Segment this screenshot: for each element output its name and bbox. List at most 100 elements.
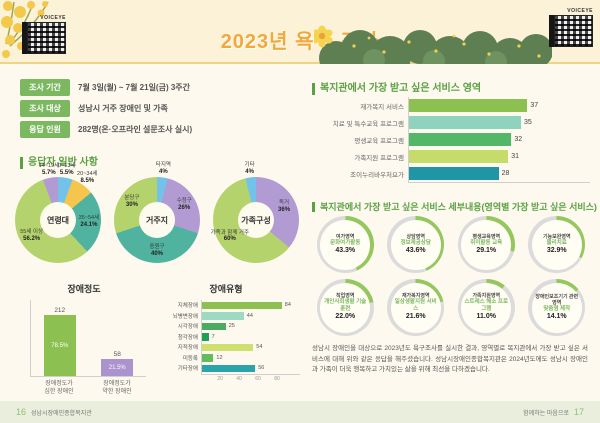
bar-track: 44: [201, 310, 300, 321]
bar: [409, 167, 499, 180]
section-respondent-title: 응답자 일반 사항: [20, 157, 98, 169]
service-gauge: 여가영역 문화여가활동 43.3%: [316, 216, 374, 273]
bar-track: 54: [201, 342, 300, 353]
service-area-label: 재가복지영역: [401, 293, 430, 300]
bar-value: 54: [256, 344, 263, 351]
bar: 78.5%: [43, 315, 76, 376]
donut-segment-label: 기타 4%: [244, 162, 255, 176]
bar-row: 시각장애 25: [152, 321, 300, 332]
bar-category-label: 뇌병변장애: [172, 313, 198, 320]
service-gauge: 평생교육영역 취미활동 교육 29.1%: [457, 216, 515, 273]
footer-text-left: 성남시장애인종합복지관: [31, 410, 92, 417]
service-gauge: 재가복지영역 일상생활지원 서비스 21.6%: [387, 279, 445, 336]
bar-row: 치료 및 특수교육 프로그램 35: [312, 114, 590, 131]
service-percent: 11.0%: [476, 313, 496, 321]
survey-info: 조사 기간 7월 3일(월) ~ 7월 21일(금) 3주간 조사 대상 성남시…: [20, 77, 192, 140]
section-service-area-title: 복지관에서 가장 받고 싶은 서비스 영역: [312, 83, 600, 95]
bar-percent-label: 21.5%: [108, 364, 126, 371]
donut-segment-label: 35~54세 24.1%: [78, 214, 100, 228]
qr-pattern: [27, 22, 66, 54]
bar-value: 212: [54, 307, 66, 315]
donut-center-label: 연령대: [40, 202, 76, 238]
bar-value: 37: [530, 102, 539, 109]
service-area-label: 기능보완영역: [542, 233, 571, 240]
bar-value: 25: [228, 323, 235, 330]
bar: [409, 116, 521, 129]
service-percent: 32.9%: [546, 247, 567, 255]
service-gauge-content: 직업영역 개인사회생활 기술훈련 22.0%: [320, 282, 371, 333]
donut-charts: 연령대 0~13세 5.5% 20~34세 8.5% 35~54세 24.1% 55세 이상…: [12, 162, 302, 266]
service-percent: 43.3%: [335, 247, 356, 255]
section-service-detail-title: 복지관에서 가장 받고 싶은 서비스 세부내용(영역별 가장 받고 싶은 서비스…: [312, 202, 600, 213]
bar-percent-label: 78.5%: [51, 342, 69, 349]
bar: [202, 333, 209, 341]
donut-chart-age: 연령대 0~13세 5.5% 20~34세 8.5% 35~54세 24.1% 55세 이상…: [12, 163, 104, 266]
donut-segment-label: 중원구 40%: [149, 243, 165, 257]
info-badge: 조사 대상: [20, 100, 70, 117]
donut-segment-label: 20~34세 8.5%: [77, 171, 98, 184]
bar-category-label: 가족지원 프로그램: [354, 154, 404, 162]
x-axis: 20 40 60 80: [201, 373, 300, 384]
bar-value: 7: [211, 333, 215, 340]
bar-row: 지적장애 54: [152, 342, 300, 353]
page-number-right: 17: [573, 407, 584, 417]
x-axis: [408, 182, 590, 192]
service-gauge: 상담영역 정보제공상담 43.6%: [387, 216, 445, 273]
qr-side-strip: [549, 15, 554, 47]
service-name-label: 물리치료: [546, 239, 567, 246]
service-name-label: 개인사회생활 기술훈련: [324, 299, 367, 312]
category-labels: 장애정도가 심한 장애인 장애정도가 약한 장애인: [30, 380, 146, 396]
chart-title: 장애정도: [67, 284, 101, 294]
service-gauge-content: 기능보완영역 물리치료 32.9%: [531, 219, 582, 270]
voiceye-qr-code-left: VOICEYE: [22, 15, 66, 54]
donut-segment-label: 타지역 4%: [155, 162, 171, 176]
service-gauge-content: 상담영역 정보제공상담 43.6%: [390, 219, 441, 270]
service-name-label: 문화여가활동: [330, 239, 361, 246]
donut-segment-label: 독거 36%: [278, 199, 291, 213]
page-footer: 16 성남시장애인종합복지관 함께하는 마음으로 17: [0, 401, 600, 423]
x-tick-label: 40: [236, 375, 242, 382]
bar-category-label: 지체장애: [177, 303, 198, 310]
service-gauge-content: 장애인보조기기 관련영역 맞춤형 제작 14.1%: [531, 282, 582, 333]
chart-title: 장애유형: [209, 284, 243, 294]
bar-track: 31: [408, 148, 590, 165]
donut-segment-label: 14~19세 5.7%: [38, 162, 60, 176]
service-percent: 29.1%: [476, 247, 497, 255]
bar-category-label: 시각장애: [177, 324, 198, 331]
info-row-period: 조사 기간 7월 3일(월) ~ 7월 21일(금) 3주간: [20, 77, 192, 98]
service-area-label: 직업영역: [336, 293, 355, 300]
bar-row: 뇌병변장애 44: [152, 310, 300, 321]
bar-track: 7: [201, 331, 300, 342]
voiceye-label: VOICEYE: [40, 15, 66, 21]
voiceye-label: VOICEYE: [567, 8, 593, 14]
plot-area: 212 78.5% 58 21.5%: [30, 300, 146, 377]
service-detail-gauges: 여가영역 문화여가활동 43.3% 상담영역 정보제공상담 43.6% 평생교육영역 취미활동…: [310, 216, 592, 336]
service-gauge-content: 여가영역 문화여가활동 43.3%: [320, 219, 371, 270]
bar: [202, 343, 254, 351]
bar-value: 31: [511, 153, 519, 160]
summary-paragraph: 성남시 장애인을 대상으로 2023년도 욕구조사를 실시한 결과, 영역별로 …: [312, 345, 588, 374]
service-gauge: 직업영역 개인사회생활 기술훈련 22.0%: [316, 279, 374, 336]
header-banner: VOICEYE 2023년 욕구 조사: [0, 0, 600, 64]
qr-pattern: [554, 15, 593, 47]
info-badge: 조사 기간: [20, 79, 70, 96]
bar: 21.5%: [101, 359, 134, 376]
donut-chart-residence: 거주지 타지역 4% 수정구 26% 중원구 40% 분당구 30%: [111, 162, 203, 266]
service-name-label: 스트레스 해소 프로그램: [464, 299, 509, 312]
service-area-bar-chart: 재가복지 서비스 37 치료 및 특수교육 프로그램 35 평생교육 프로그램 32 가족지…: [312, 97, 590, 192]
service-area-label: 상담영역: [406, 233, 425, 240]
bar-track: 84: [201, 300, 300, 311]
bar-category-label: 지적장애: [177, 345, 198, 352]
service-percent: 22.0%: [335, 313, 356, 321]
bar-track: 32: [408, 131, 590, 148]
donut-chart-family: 가족구성 독거 36% 가족과 함께 거주 60% 기타 4%: [210, 162, 302, 266]
bar-row: 평생교육 프로그램 32: [312, 131, 590, 148]
footer-text-right: 함께하는 마음으로: [523, 410, 569, 417]
bar-column: 212 78.5%: [43, 307, 76, 376]
bar-value: 35: [524, 119, 532, 126]
type-bar-chart: 장애유형 지체장애 84 뇌병변장애 44 시각장애 25 청각장애 7 지적장애 54 미등록 12…: [152, 282, 300, 384]
service-area-label: 가족지원영역: [472, 293, 501, 300]
bar-category-label: 장애정도가 약한 장애인: [102, 381, 132, 396]
x-tick-label: 80: [274, 375, 280, 382]
info-value: 성남시 거주 장애인 및 가족: [78, 104, 168, 113]
